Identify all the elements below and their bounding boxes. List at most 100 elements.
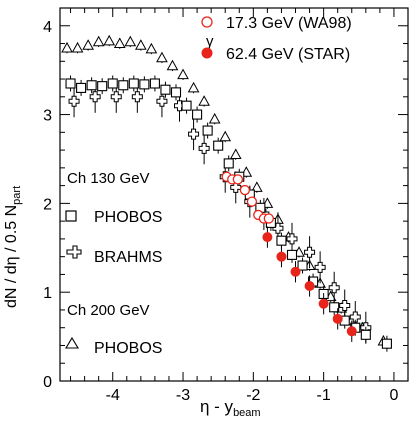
data-point-triangle bbox=[71, 41, 84, 53]
data-point-triangle bbox=[92, 35, 105, 47]
data-point-filled-circle bbox=[304, 280, 315, 291]
x-axis-label-subscript: beam bbox=[233, 407, 261, 419]
legend-open-circle-marker bbox=[201, 16, 213, 28]
data-point-square bbox=[192, 109, 203, 120]
y-axis-label: dN / dη / 0.5 Npart bbox=[3, 186, 23, 308]
plot-frame bbox=[59, 7, 409, 382]
data-point-square bbox=[160, 84, 171, 95]
data-point-triangle bbox=[156, 51, 168, 63]
data-point-square bbox=[139, 79, 150, 90]
data-point-square bbox=[76, 82, 87, 93]
data-layer bbox=[61, 34, 392, 352]
data-point-square bbox=[381, 338, 392, 349]
data-point-triangle bbox=[113, 37, 126, 49]
side-legend-entry-phobos-200: PHOBOS bbox=[65, 336, 162, 357]
data-point-triangle bbox=[61, 41, 73, 53]
data-point-cross bbox=[314, 261, 326, 273]
side-legend-entry-phobos-130: PHOBOS bbox=[65, 209, 162, 226]
data-point-square bbox=[107, 78, 118, 89]
data-point-cross bbox=[198, 142, 210, 154]
legend: 17.3 GeV (WA98) 62.4 GeV (STAR) bbox=[201, 15, 352, 63]
data-point-square bbox=[118, 80, 129, 91]
data-point-triangle bbox=[229, 148, 242, 160]
data-point-square bbox=[297, 260, 308, 271]
data-point-open-circle bbox=[263, 213, 274, 224]
data-point-cross bbox=[156, 95, 168, 107]
data-point-cross bbox=[328, 282, 340, 294]
data-point-square bbox=[170, 87, 182, 98]
data-point-square bbox=[329, 302, 340, 313]
side-legend: Ch 130 GeV PHOBOS BRAHMS Ch 200 GeV PHOB… bbox=[65, 170, 162, 357]
series-filled-circle bbox=[262, 226, 357, 342]
legend-open-square-marker bbox=[65, 210, 77, 222]
data-point-triangle bbox=[250, 181, 263, 192]
legend-filled-circle-marker bbox=[201, 47, 213, 59]
x-tick-label: -3 bbox=[176, 387, 190, 404]
data-point-square bbox=[223, 158, 234, 169]
data-point-cross bbox=[68, 95, 80, 107]
data-point-triangle bbox=[124, 35, 137, 47]
data-point-triangle bbox=[166, 59, 179, 71]
y-tick-label: 0 bbox=[43, 374, 52, 391]
data-point-cross bbox=[188, 128, 200, 140]
data-point-cross bbox=[110, 91, 122, 103]
data-point-triangle bbox=[219, 130, 232, 142]
data-point-square bbox=[286, 249, 298, 260]
legend-open-cross-marker bbox=[66, 245, 82, 259]
data-point-filled-circle bbox=[276, 251, 287, 262]
data-point-triangle bbox=[103, 34, 116, 46]
y-tick-label: 1 bbox=[43, 285, 52, 302]
data-point-cross bbox=[304, 246, 316, 258]
series-open-circle bbox=[221, 171, 274, 224]
y-tick-label: 4 bbox=[43, 19, 52, 36]
data-point-open-circle bbox=[246, 196, 258, 207]
legend-label-star: 62.4 GeV (STAR) bbox=[226, 46, 350, 63]
data-point-square bbox=[213, 140, 224, 151]
y-tick-label: 2 bbox=[43, 196, 52, 213]
data-point-triangle bbox=[198, 95, 210, 106]
gamma-annotation: γ bbox=[206, 33, 214, 50]
x-tick-label: -4 bbox=[106, 387, 120, 404]
data-point-filled-circle bbox=[290, 266, 301, 277]
data-point-filled-circle bbox=[332, 313, 343, 324]
x-tick-label: -1 bbox=[317, 387, 331, 404]
data-point-cross bbox=[230, 181, 242, 193]
x-tick-label: -2 bbox=[246, 387, 260, 404]
data-point-triangle bbox=[82, 39, 94, 50]
y-tick-label: 3 bbox=[43, 108, 52, 125]
data-point-filled-circle bbox=[318, 298, 329, 309]
data-point-open-circle bbox=[232, 174, 244, 185]
data-point-cross bbox=[131, 91, 143, 103]
series-open-square bbox=[65, 75, 392, 352]
legend-entry-wa98: 17.3 GeV (WA98) bbox=[201, 15, 352, 32]
legend-label-wa98: 17.3 GeV (WA98) bbox=[226, 15, 352, 32]
data-point-filled-circle bbox=[262, 232, 273, 243]
side-legend-label-brahms-130: BRAHMS bbox=[94, 249, 162, 266]
y-axis-label-subscript: part bbox=[11, 186, 23, 205]
data-point-open-circle bbox=[239, 184, 251, 196]
data-point-triangle bbox=[177, 68, 189, 80]
data-point-square bbox=[181, 100, 192, 111]
x-axis-label: η - ybeam bbox=[200, 397, 261, 419]
legend-open-triangle-marker bbox=[65, 336, 79, 349]
side-legend-entry-brahms-130: BRAHMS bbox=[66, 245, 162, 266]
data-point-square bbox=[202, 125, 213, 136]
data-point-square bbox=[86, 80, 97, 91]
data-point-square bbox=[276, 235, 287, 246]
data-point-triangle bbox=[134, 39, 147, 50]
data-point-cross bbox=[339, 300, 351, 312]
legend-entry-star: 62.4 GeV (STAR) bbox=[201, 46, 350, 63]
side-legend-heading-200: Ch 200 GeV bbox=[67, 302, 150, 319]
data-point-filled-circle bbox=[346, 326, 357, 337]
data-point-triangle bbox=[187, 81, 200, 93]
data-point-triangle bbox=[145, 42, 158, 54]
side-legend-label-phobos-200: PHOBOS bbox=[94, 340, 162, 357]
axis-ticks: -4 -3 -2 -1 0 0 1 2 3 4 bbox=[43, 7, 409, 404]
data-point-cross bbox=[286, 233, 298, 245]
side-legend-label-phobos-130: PHOBOS bbox=[94, 209, 162, 226]
data-point-square bbox=[128, 78, 139, 89]
x-tick-label: 0 bbox=[389, 387, 398, 404]
data-point-triangle bbox=[208, 112, 221, 124]
data-point-cross bbox=[349, 311, 361, 323]
